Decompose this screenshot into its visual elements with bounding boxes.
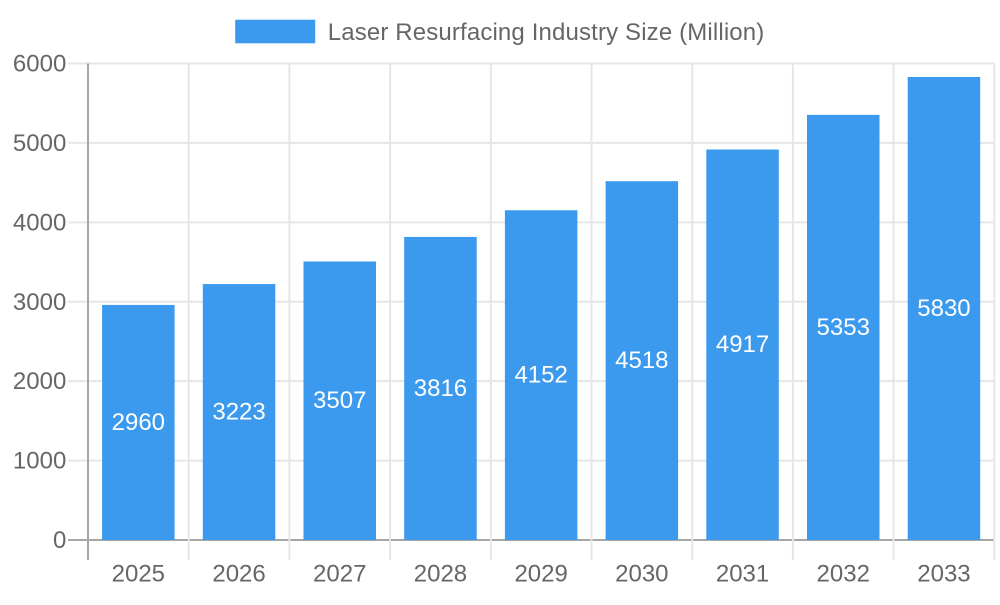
- svg-text:2960: 2960: [112, 409, 165, 436]
- svg-text:2026: 2026: [212, 561, 265, 588]
- svg-text:3507: 3507: [313, 387, 366, 414]
- svg-text:3223: 3223: [212, 398, 265, 425]
- svg-text:5830: 5830: [917, 295, 970, 322]
- svg-text:4152: 4152: [514, 362, 567, 389]
- svg-text:3816: 3816: [414, 375, 467, 402]
- svg-text:2033: 2033: [917, 561, 970, 588]
- svg-text:0: 0: [53, 527, 66, 554]
- svg-text:4917: 4917: [716, 331, 769, 358]
- svg-text:2025: 2025: [112, 561, 165, 588]
- svg-text:Laser Resurfacing Industry Siz: Laser Resurfacing Industry Size (Million…: [328, 19, 765, 46]
- svg-text:2027: 2027: [313, 561, 366, 588]
- svg-text:6000: 6000: [13, 51, 66, 78]
- svg-text:2032: 2032: [817, 561, 870, 588]
- svg-text:2028: 2028: [414, 561, 467, 588]
- svg-text:3000: 3000: [13, 289, 66, 316]
- svg-text:2029: 2029: [514, 561, 567, 588]
- svg-text:4000: 4000: [13, 209, 66, 236]
- svg-text:5000: 5000: [13, 130, 66, 157]
- svg-text:1000: 1000: [13, 448, 66, 475]
- svg-text:2031: 2031: [716, 561, 769, 588]
- svg-text:2030: 2030: [615, 561, 668, 588]
- svg-text:2000: 2000: [13, 368, 66, 395]
- svg-text:4518: 4518: [615, 347, 668, 374]
- svg-text:5353: 5353: [817, 314, 870, 341]
